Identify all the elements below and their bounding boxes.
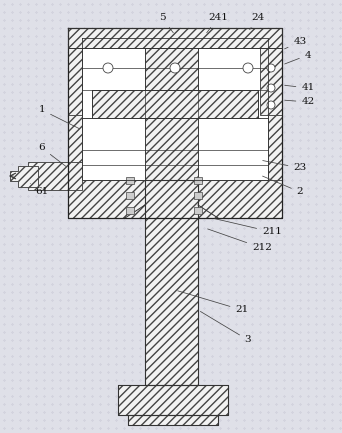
Bar (118, 385, 228, 415)
Text: 41: 41 (285, 84, 315, 93)
Bar (68, 180, 145, 218)
Circle shape (170, 63, 180, 73)
Bar (260, 48, 282, 115)
Text: 212: 212 (208, 229, 272, 252)
Bar (220, 118, 260, 180)
Bar (145, 48, 198, 180)
Text: 211: 211 (215, 219, 282, 236)
Text: 24: 24 (250, 13, 265, 30)
Bar (126, 192, 134, 199)
Bar (68, 28, 282, 48)
Bar (198, 118, 268, 180)
Text: 241: 241 (207, 13, 228, 33)
Text: 21: 21 (177, 291, 249, 314)
Bar (145, 180, 198, 385)
Circle shape (267, 64, 275, 72)
Bar (68, 28, 282, 218)
Text: 42: 42 (285, 97, 315, 107)
Circle shape (267, 84, 275, 92)
Bar (126, 207, 134, 214)
Text: 23: 23 (263, 161, 307, 172)
Bar (68, 48, 82, 115)
Text: 6: 6 (39, 143, 66, 166)
Circle shape (267, 101, 275, 109)
Text: 1: 1 (39, 106, 80, 129)
Bar (194, 177, 202, 184)
Bar (118, 385, 228, 415)
Bar (198, 180, 282, 218)
Text: 61: 61 (30, 184, 49, 197)
Bar (82, 38, 268, 180)
Text: 3: 3 (200, 311, 251, 345)
Bar (126, 177, 134, 184)
Bar (82, 118, 122, 180)
Circle shape (243, 63, 253, 73)
Bar (82, 118, 145, 180)
Circle shape (103, 63, 113, 73)
Text: 5: 5 (159, 13, 173, 33)
Polygon shape (10, 166, 38, 187)
Bar (128, 415, 218, 425)
Text: 4: 4 (285, 51, 311, 64)
Bar (28, 162, 82, 190)
Text: 43: 43 (285, 38, 307, 49)
Bar (92, 90, 258, 118)
Bar (145, 180, 198, 385)
Bar (194, 207, 202, 214)
Bar (194, 192, 202, 199)
Bar (128, 415, 218, 425)
Text: 2: 2 (263, 176, 303, 197)
